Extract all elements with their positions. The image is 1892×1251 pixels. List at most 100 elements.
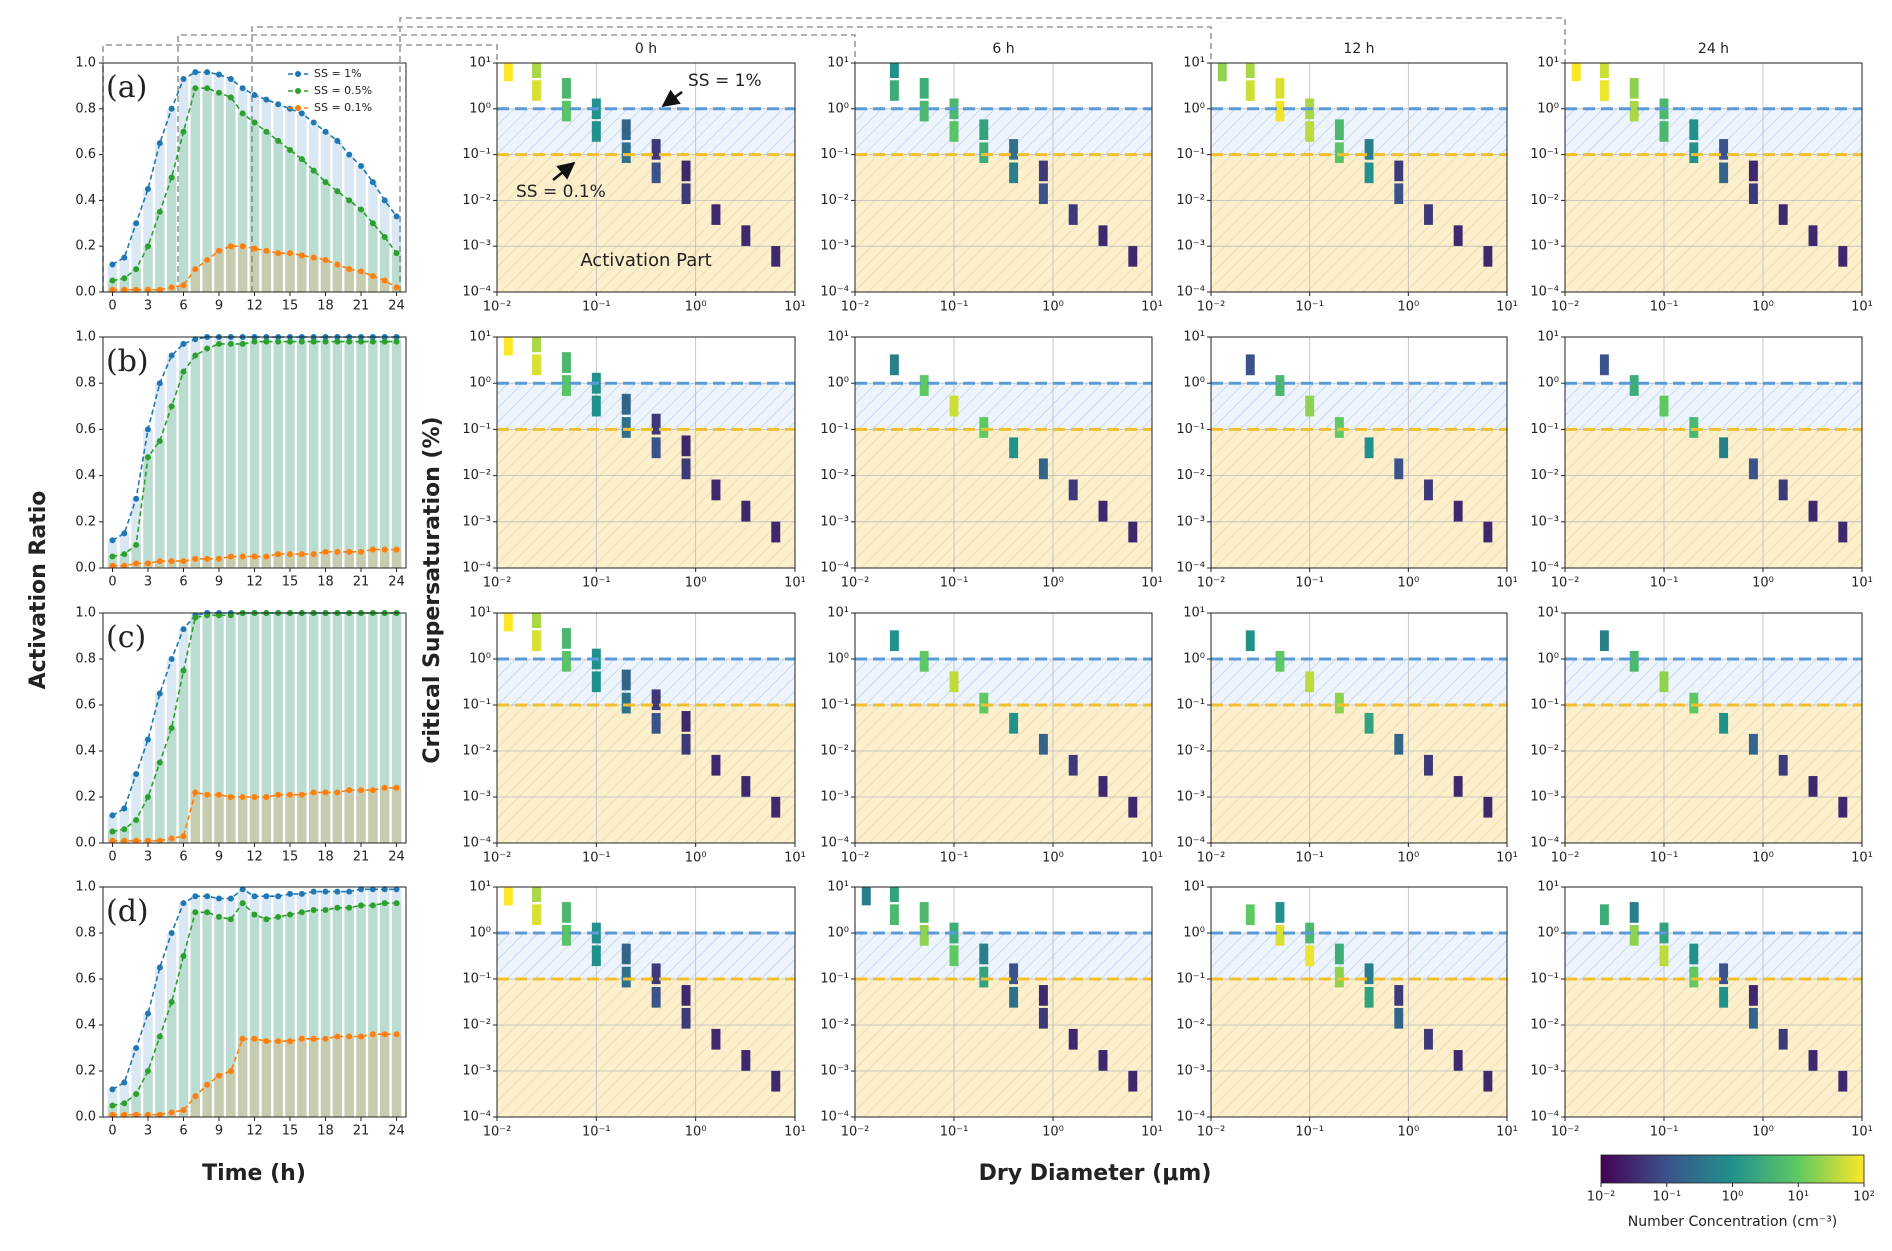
heatmap-cell <box>621 966 631 988</box>
y-tick-label: 10⁻⁴ <box>462 1110 491 1125</box>
y-tick-label: 10⁻⁴ <box>820 285 849 300</box>
bar <box>178 371 189 568</box>
point <box>346 548 353 555</box>
y-tick-label: 10⁻⁴ <box>1530 285 1559 300</box>
point <box>168 174 175 181</box>
point <box>227 340 234 347</box>
heatmap-cell <box>741 776 751 797</box>
point <box>133 1091 140 1097</box>
bar <box>308 554 319 568</box>
point <box>109 261 116 268</box>
point <box>133 837 140 844</box>
heatmap-cell <box>1599 630 1609 652</box>
plot-frame <box>496 886 796 1118</box>
heatmap-cell <box>561 375 571 396</box>
bar <box>368 1034 378 1117</box>
point <box>298 156 305 163</box>
y-tick-label: 10⁰ <box>1537 376 1559 391</box>
bar <box>297 912 307 1117</box>
heatmap-cell <box>1009 437 1019 459</box>
bar <box>249 248 260 292</box>
x-tick-label: 10⁰ <box>1397 851 1419 866</box>
point <box>263 128 270 135</box>
bar <box>379 337 390 568</box>
point <box>156 837 163 844</box>
point <box>227 243 234 250</box>
bar <box>332 1036 343 1117</box>
heatmap-cell <box>1629 924 1639 946</box>
y-tick-label: 1.0 <box>75 56 96 71</box>
hatch-band <box>1565 383 1862 430</box>
point <box>192 352 199 359</box>
point <box>251 794 258 800</box>
bar <box>226 919 236 1117</box>
bar <box>249 914 260 1117</box>
heatmap-cell <box>1305 671 1315 693</box>
point <box>358 206 365 213</box>
bar <box>202 615 212 843</box>
heatmap-cell <box>949 121 959 142</box>
colorbar-label: Number Concentration (cm⁻³) <box>1628 1214 1837 1230</box>
bar <box>356 166 366 292</box>
point <box>192 266 199 273</box>
point <box>322 338 329 345</box>
x-tick-label: 18 <box>317 1124 334 1139</box>
x-tick-label: 6 <box>179 299 187 314</box>
x-tick-label: 10⁻² <box>841 300 870 315</box>
x-tick-label: 10⁻² <box>841 851 870 866</box>
y-tick-label: 1.0 <box>75 330 96 345</box>
heatmap-panel <box>855 613 1152 843</box>
bar <box>308 337 319 568</box>
y-tick-label: 10⁻³ <box>1530 1064 1559 1079</box>
y-tick-label: 10⁻¹ <box>1530 972 1559 987</box>
x-axis-title: Dry Diameter (μm) <box>979 1161 1212 1186</box>
bar <box>119 257 130 292</box>
bar <box>285 554 295 568</box>
heatmap-cell <box>1808 500 1818 522</box>
bar <box>178 561 189 568</box>
y-tick-label: 10⁻⁴ <box>820 836 849 851</box>
bar <box>202 794 212 843</box>
bar <box>143 1013 153 1117</box>
point <box>133 541 140 548</box>
bar <box>297 341 307 568</box>
point <box>275 1038 282 1045</box>
heatmap-cell <box>1453 1050 1463 1071</box>
point <box>121 551 128 558</box>
bar <box>202 896 212 1117</box>
hatch-band <box>1565 108 1862 155</box>
hatch-band <box>855 659 1152 705</box>
plot-frame <box>1564 886 1863 1118</box>
heatmap-cell <box>1038 733 1048 755</box>
bar <box>166 561 177 568</box>
x-tick-label: 9 <box>215 850 223 865</box>
column-title: 12 h <box>1343 41 1374 57</box>
point <box>109 828 116 835</box>
y-tick-label: 10⁻² <box>1176 744 1205 759</box>
bar <box>273 613 283 843</box>
point <box>204 1081 211 1088</box>
point <box>322 548 329 555</box>
x-tick-label: 10⁻¹ <box>1295 576 1324 591</box>
x-tick-label: 24 <box>388 1124 405 1139</box>
colorbar-tick-label: 10⁰ <box>1722 1190 1744 1205</box>
point <box>144 1111 151 1118</box>
heatmap-cell <box>1719 139 1729 160</box>
bar <box>166 728 177 843</box>
point <box>334 1033 341 1040</box>
bar <box>320 891 331 1117</box>
bar <box>368 613 378 843</box>
x-tick-label: 10⁻¹ <box>940 851 969 866</box>
bar <box>178 285 189 292</box>
bar <box>190 558 201 568</box>
heatmap-cell <box>1009 986 1019 1008</box>
heatmap-cell <box>503 337 513 356</box>
x-tick-label: 15 <box>282 299 299 314</box>
heatmap-cell <box>621 669 631 691</box>
point <box>358 1033 365 1040</box>
heatmap-cell <box>1808 1050 1818 1071</box>
bar <box>320 910 331 1117</box>
point <box>239 85 246 92</box>
bar <box>202 72 212 292</box>
point <box>133 286 140 293</box>
